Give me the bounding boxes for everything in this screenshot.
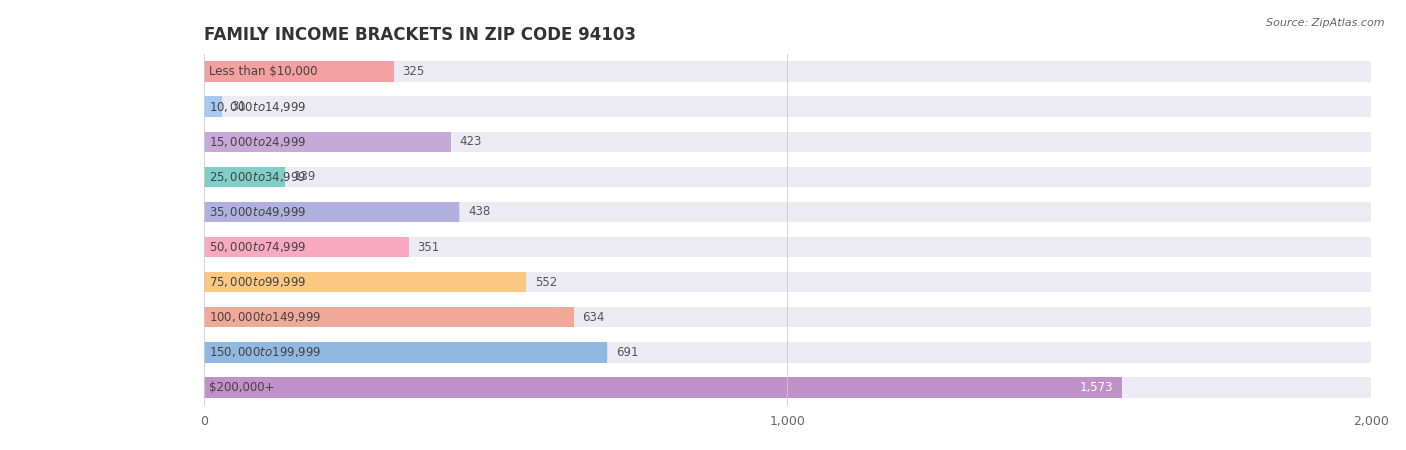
Text: 423: 423: [460, 135, 482, 148]
Bar: [204, 131, 1371, 152]
Bar: [204, 61, 1371, 82]
Text: 691: 691: [616, 346, 638, 359]
Text: $200,000+: $200,000+: [208, 381, 274, 394]
Bar: [204, 131, 451, 152]
Text: 31: 31: [231, 100, 246, 113]
Text: $75,000 to $99,999: $75,000 to $99,999: [208, 275, 307, 289]
Text: 325: 325: [402, 65, 425, 78]
Text: 139: 139: [294, 171, 316, 183]
Bar: [204, 202, 460, 222]
Bar: [204, 96, 222, 117]
Bar: [204, 272, 526, 292]
Bar: [204, 377, 1122, 398]
Text: 634: 634: [582, 311, 605, 324]
Bar: [204, 96, 1371, 117]
Text: Less than $10,000: Less than $10,000: [208, 65, 316, 78]
Text: $35,000 to $49,999: $35,000 to $49,999: [208, 205, 307, 219]
Text: 351: 351: [418, 241, 440, 253]
Text: $150,000 to $199,999: $150,000 to $199,999: [208, 345, 321, 360]
Bar: [204, 342, 607, 363]
Bar: [204, 307, 574, 328]
Text: 1,573: 1,573: [1080, 381, 1114, 394]
Text: $100,000 to $149,999: $100,000 to $149,999: [208, 310, 321, 324]
Bar: [204, 61, 394, 82]
Text: Source: ZipAtlas.com: Source: ZipAtlas.com: [1267, 18, 1385, 28]
Text: $25,000 to $34,999: $25,000 to $34,999: [208, 170, 307, 184]
Bar: [204, 307, 1371, 328]
Text: 552: 552: [534, 276, 557, 288]
Text: 438: 438: [468, 206, 491, 218]
Bar: [204, 237, 1371, 257]
Bar: [204, 377, 1371, 398]
Bar: [204, 342, 1371, 363]
Text: $10,000 to $14,999: $10,000 to $14,999: [208, 99, 307, 114]
Bar: [204, 237, 409, 257]
Text: $50,000 to $74,999: $50,000 to $74,999: [208, 240, 307, 254]
Text: FAMILY INCOME BRACKETS IN ZIP CODE 94103: FAMILY INCOME BRACKETS IN ZIP CODE 94103: [204, 26, 636, 44]
Bar: [204, 272, 1371, 292]
Bar: [204, 166, 1371, 187]
Bar: [204, 166, 285, 187]
Bar: [204, 202, 1371, 222]
Text: $15,000 to $24,999: $15,000 to $24,999: [208, 135, 307, 149]
